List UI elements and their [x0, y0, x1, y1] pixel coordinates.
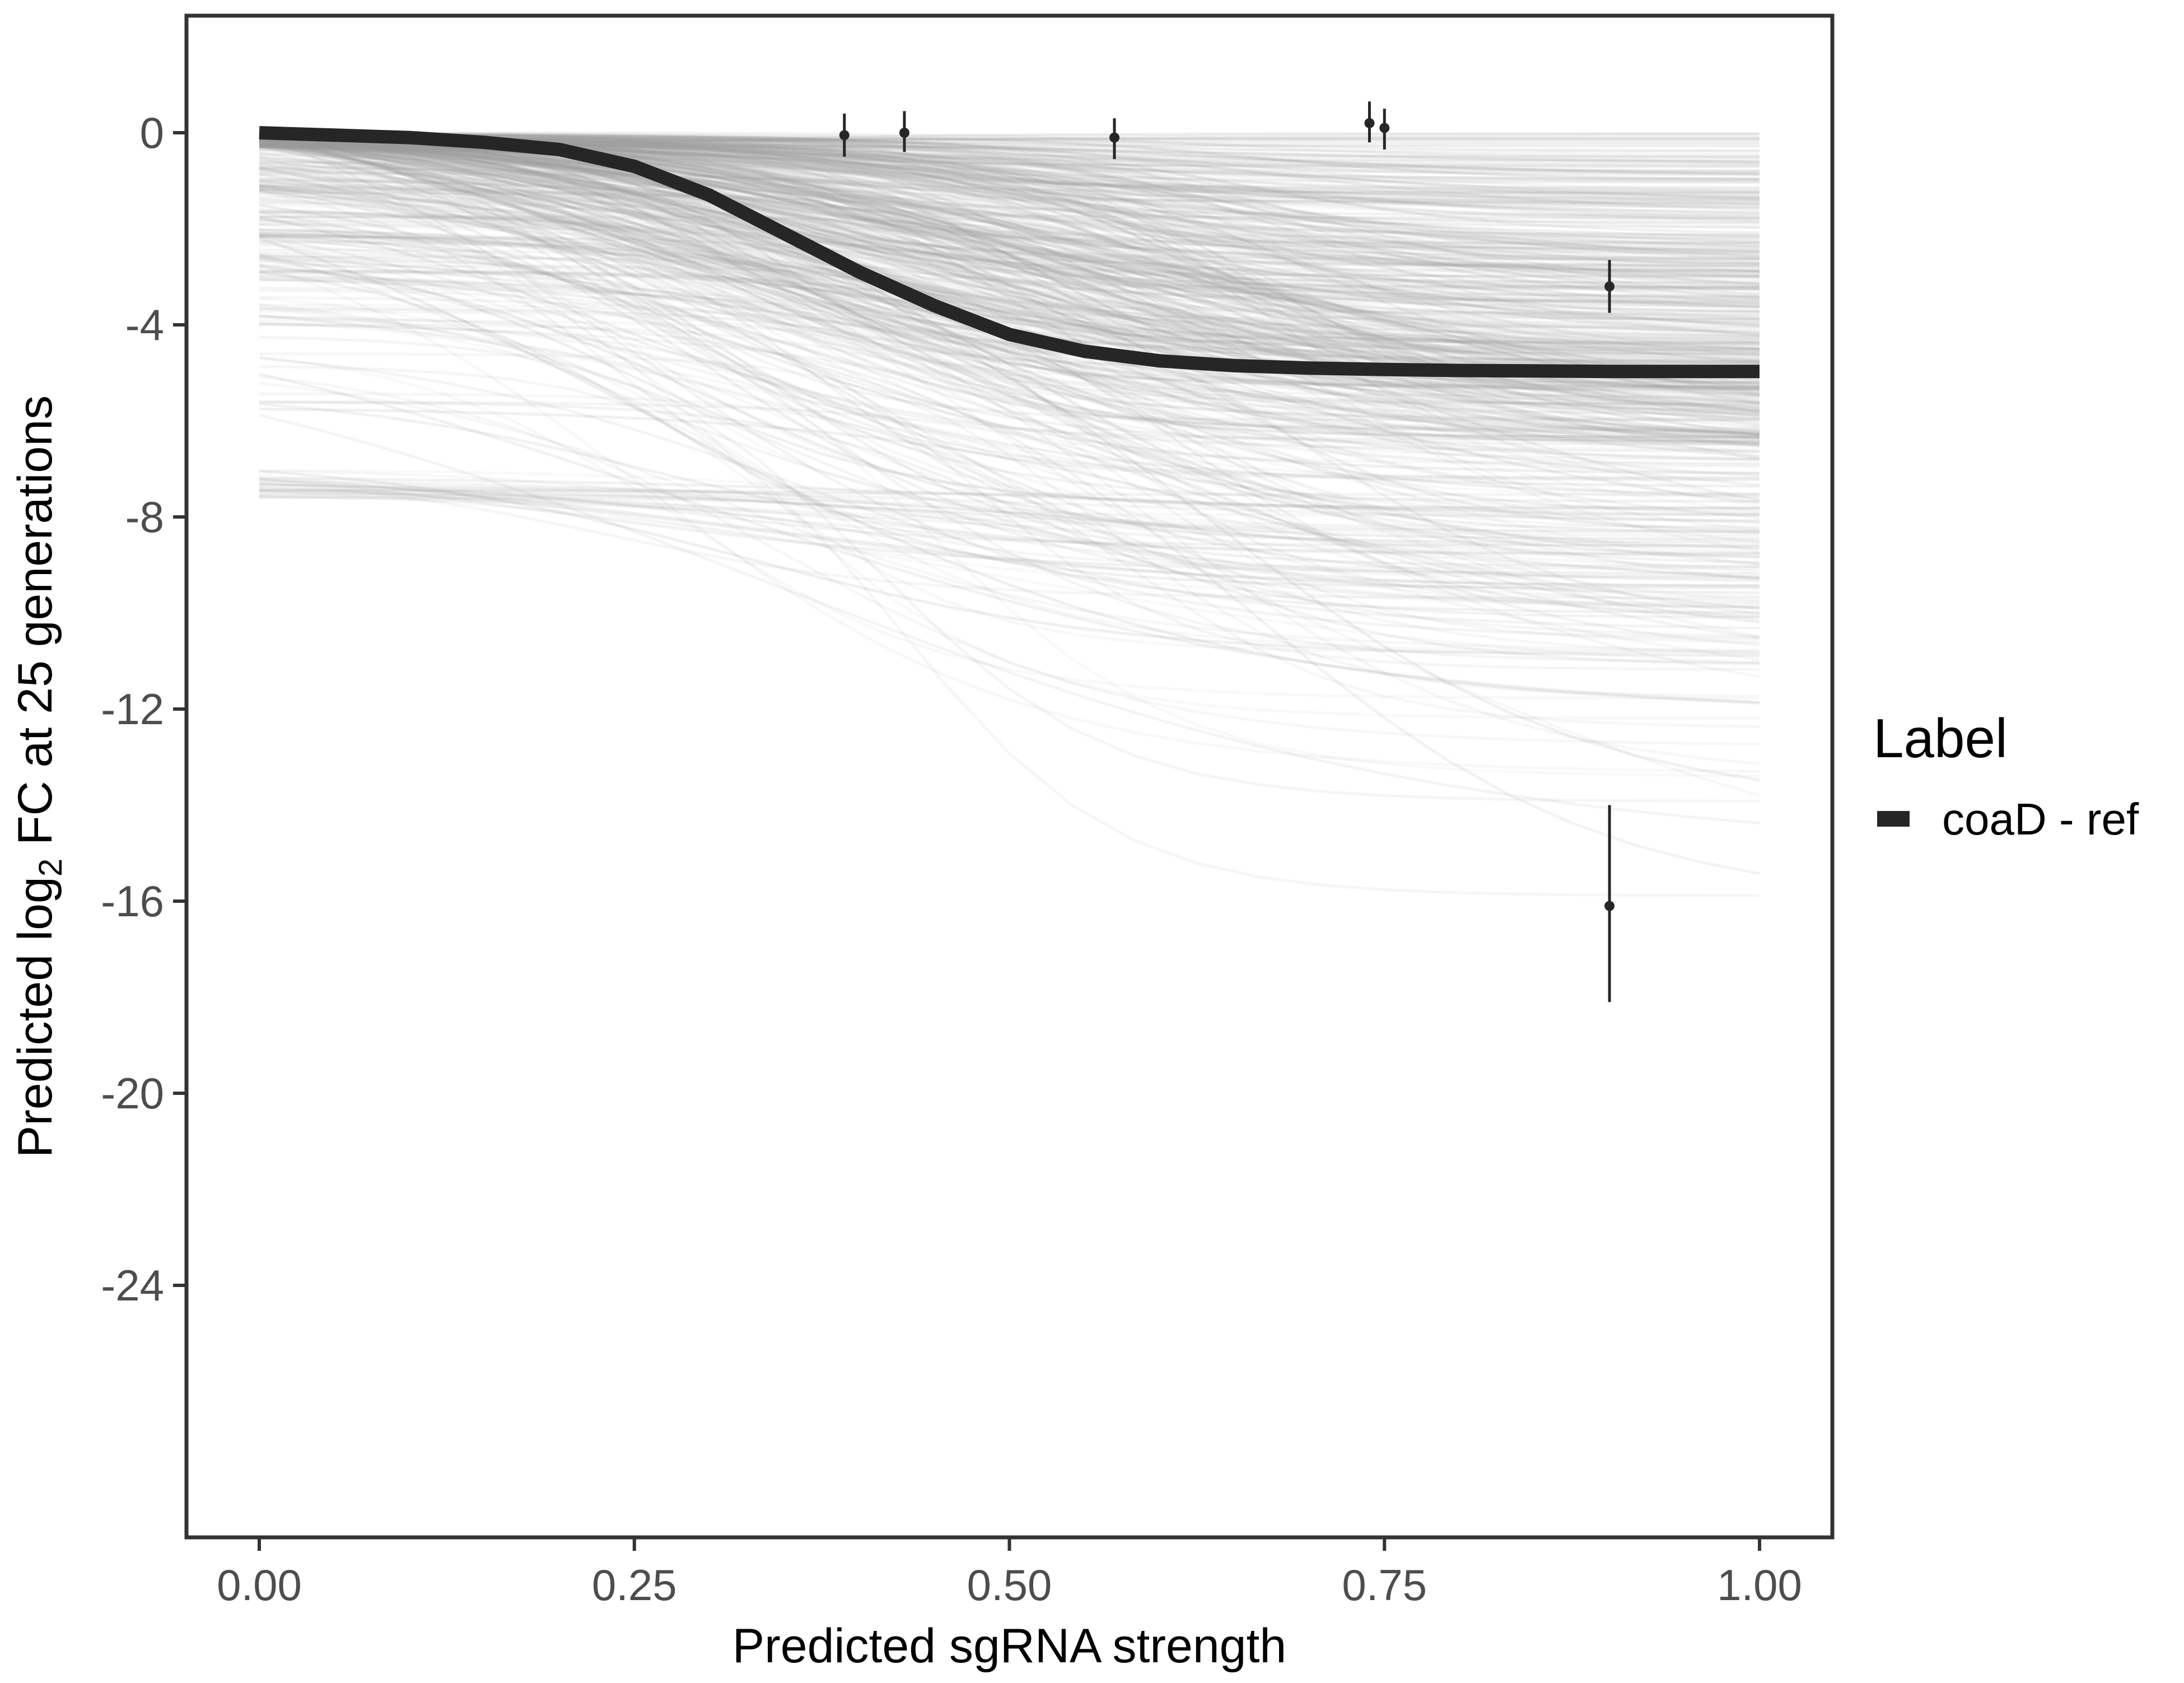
- y-tick-label: -24: [101, 1261, 164, 1310]
- data-point: [1109, 133, 1119, 143]
- y-axis: 0 -4 -8 -12 -16 -20 -24: [101, 108, 185, 1310]
- data-point: [1379, 123, 1389, 133]
- legend: Label coaD - ref: [1873, 707, 2139, 844]
- y-axis-title: Predicted log2 FC at 25 generations: [8, 395, 69, 1158]
- x-tick-label: 1.00: [1717, 1560, 1802, 1610]
- data-point: [1364, 118, 1374, 128]
- y-axis-title-subscript: 2: [32, 859, 69, 877]
- y-tick-label: 0: [140, 108, 164, 157]
- data-point: [1604, 901, 1614, 911]
- data-point: [839, 130, 850, 140]
- x-tick-label: 0.00: [217, 1560, 302, 1610]
- legend-title: Label: [1873, 707, 2008, 769]
- legend-label: coaD - ref: [1942, 794, 2139, 844]
- x-axis-title: Predicted sgRNA strength: [732, 1619, 1287, 1673]
- legend-key-swatch: [1877, 811, 1910, 827]
- y-tick-label: -20: [101, 1069, 164, 1118]
- y-axis-title-suffix: FC at 25 generations: [8, 395, 62, 859]
- x-tick-label: 0.50: [967, 1560, 1052, 1610]
- data-point: [899, 128, 909, 138]
- y-tick-label: -8: [125, 492, 164, 542]
- x-tick-label: 0.25: [592, 1560, 677, 1610]
- x-tick-label: 0.75: [1342, 1560, 1427, 1610]
- y-tick-label: -16: [101, 877, 164, 926]
- y-tick-label: -4: [125, 300, 164, 349]
- y-axis-title-prefix: Predicted log: [8, 877, 62, 1158]
- data-point: [1604, 281, 1614, 291]
- x-axis: 0.00 0.25 0.50 0.75 1.00: [217, 1539, 1802, 1610]
- posterior-draws: [259, 133, 1760, 896]
- y-tick-label: -12: [101, 684, 164, 734]
